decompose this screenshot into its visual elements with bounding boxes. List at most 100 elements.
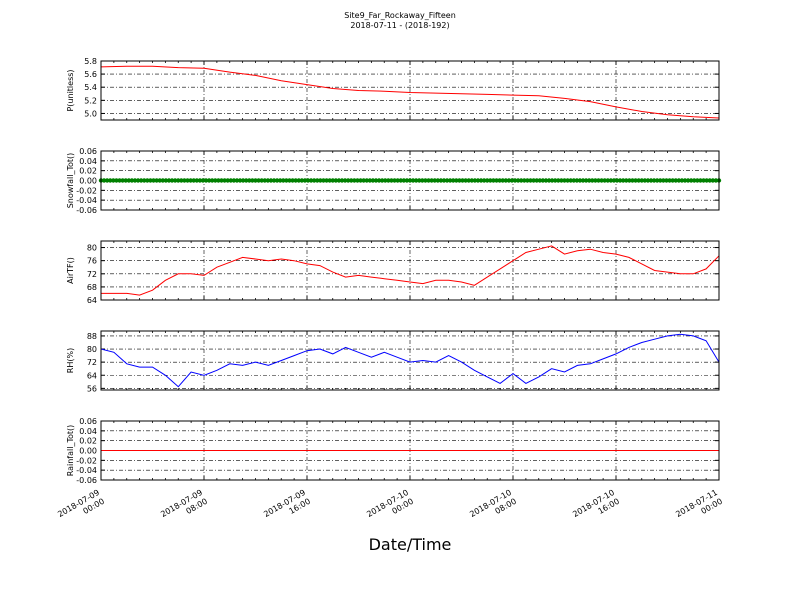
snowfall-point (435, 178, 441, 183)
y-tick-label: 5.4 (84, 83, 97, 92)
series-line-4 (100, 333, 720, 388)
snowfall-point (466, 178, 471, 183)
x-axis-label: Date/Time (369, 535, 452, 554)
snowfall-point (525, 178, 530, 183)
snowfall-point (679, 178, 685, 183)
snowfall-point (485, 178, 490, 183)
snowfall-point (358, 178, 363, 183)
snowfall-point (515, 178, 521, 183)
snowfall-point (605, 178, 610, 183)
snowfall-point (228, 178, 233, 183)
snowfall-point (197, 178, 203, 183)
snowfall-point (117, 178, 122, 183)
snowfall-point (636, 178, 641, 183)
snowfall-point (111, 178, 116, 183)
snowfall-point (685, 178, 691, 183)
snowfall-point (145, 178, 150, 183)
snowfall-point (234, 178, 240, 183)
snowfall-point (553, 178, 558, 183)
snowfall-point (287, 178, 292, 183)
snowfall-point (259, 178, 264, 183)
snowfall-point (327, 178, 332, 183)
panel-4: 88 80 72 64 56 RH(%) (66, 330, 720, 393)
snowfall-point (278, 178, 283, 183)
snowfall-point (478, 178, 484, 183)
y-axis-label: Rainfall_Tot() (66, 425, 75, 477)
snowfall-point (188, 178, 193, 183)
snowfall-point (512, 178, 518, 183)
snowfall-point (602, 178, 607, 183)
snowfall-point (580, 178, 586, 183)
y-tick-label: -0.04 (76, 466, 97, 475)
snowfall-point (194, 178, 199, 183)
y-tick-label: 56 (87, 384, 97, 393)
x-tick-label: 2018-07-1008:00 (468, 488, 518, 528)
snowfall-point (321, 178, 326, 183)
snowfall-point (423, 178, 428, 183)
snowfall-point (701, 178, 706, 183)
snowfall-point (244, 178, 249, 183)
snowfall-point (398, 178, 403, 183)
x-tick-label: 2018-07-1016:00 (571, 488, 621, 528)
snowfall-point (373, 178, 379, 183)
snowfall-point (179, 178, 184, 183)
snowfall-point (432, 178, 437, 183)
snowfall-point (645, 178, 651, 183)
y-tick-label: 0.06 (79, 147, 97, 156)
snowfall-point (707, 178, 712, 183)
snowfall-point (488, 178, 493, 183)
y-tick-label: 80 (87, 244, 97, 253)
snowfall-point (370, 178, 376, 183)
snowfall-point (444, 178, 450, 183)
y-axis-label: P(unitless) (66, 69, 75, 111)
snowfall-point (614, 178, 620, 183)
snowfall-point (497, 178, 502, 183)
snowfall-point (364, 178, 369, 183)
snowfall-point (240, 178, 246, 183)
y-tick-label: 0.02 (79, 437, 97, 446)
snowfall-point (379, 178, 385, 183)
snowfall-point (500, 178, 505, 183)
snowfall-point (413, 178, 419, 183)
snowfall-point (284, 178, 289, 183)
snowfall-point (355, 178, 360, 183)
snowfall-point (386, 178, 391, 183)
y-tick-label: -0.06 (76, 476, 97, 485)
snowfall-point (463, 178, 468, 183)
snowfall-point (494, 178, 499, 183)
snowfall-point (522, 178, 527, 183)
snowfall-point (571, 178, 576, 183)
y-tick-label: 0.04 (79, 157, 97, 166)
snowfall-point (361, 178, 366, 183)
snowfall-point (401, 178, 407, 183)
snowfall-point (664, 178, 669, 183)
x-tick-label: 2018-07-0916:00 (262, 488, 312, 528)
snowfall-point (210, 178, 215, 183)
y-tick-label: 0.00 (79, 447, 97, 456)
snowfall-point (274, 178, 280, 183)
snowfall-point (157, 178, 162, 183)
snowfall-point (225, 178, 230, 183)
snowfall-point (265, 178, 271, 183)
snowfall-point (528, 178, 533, 183)
snowfall-point (219, 178, 224, 183)
snowfall-point (460, 178, 465, 183)
snowfall-point (318, 178, 323, 183)
snowfall-point (299, 178, 305, 183)
snowfall-point (339, 178, 345, 183)
snowfall-point (176, 178, 181, 183)
snowfall-point (698, 178, 703, 183)
y-tick-label: 76 (87, 257, 97, 266)
snowfall-point (537, 178, 542, 183)
snowfall-point (429, 178, 434, 183)
y-tick-label: 0.04 (79, 427, 97, 436)
snowfall-point (447, 178, 453, 183)
snowfall-point (185, 178, 190, 183)
snowfall-point (333, 178, 339, 183)
x-tick-label: 2018-07-1000:00 (365, 488, 415, 528)
snowfall-point (172, 178, 178, 183)
snowfall-point (509, 178, 515, 183)
y-tick-label: -0.06 (76, 206, 97, 215)
y-tick-label: 0.06 (79, 417, 97, 426)
snowfall-point (426, 178, 431, 183)
